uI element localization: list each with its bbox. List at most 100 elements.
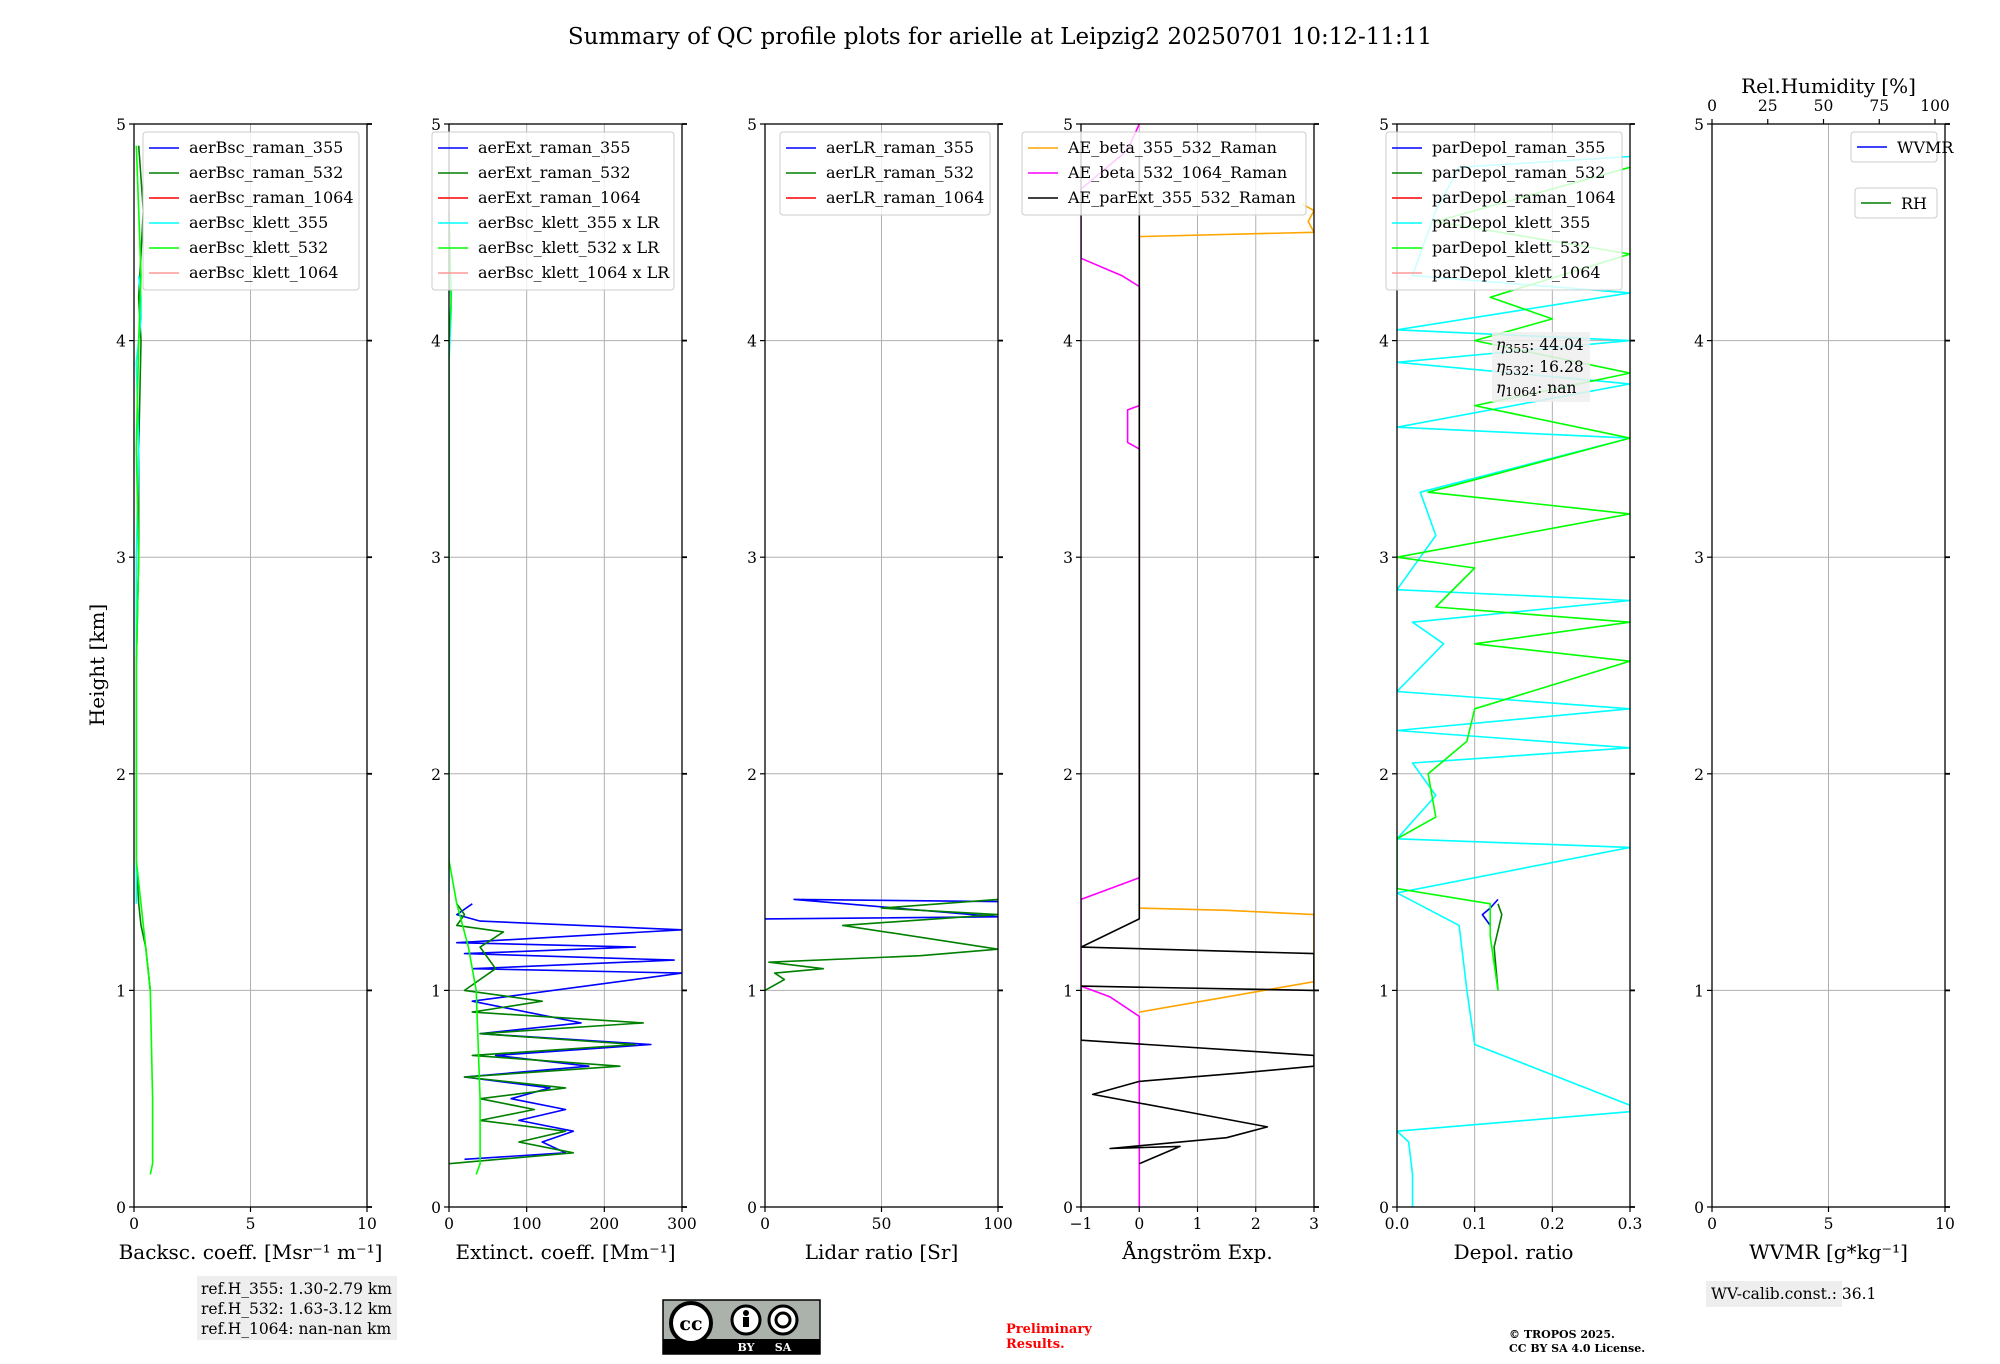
legend-entry: aerBsc_raman_532 bbox=[189, 163, 343, 182]
y-tick-label: 5 bbox=[431, 116, 441, 134]
y-tick-label: 4 bbox=[747, 333, 757, 351]
copyright-note: © TROPOS 2025. CC BY SA 4.0 License. bbox=[1509, 1328, 1645, 1355]
x-tick-label: 10 bbox=[1935, 1215, 1955, 1233]
series-group bbox=[135, 145, 154, 1175]
series-line-aerBsc_klett_532 bbox=[135, 145, 154, 1175]
series-line-aerLR_raman_532 bbox=[765, 898, 998, 992]
legend-entry: aerExt_raman_1064 bbox=[478, 188, 641, 207]
y-tick-label: 2 bbox=[1379, 766, 1389, 784]
legend: AE_beta_355_532_Raman AE_beta_532_1064_Ra… bbox=[1021, 131, 1307, 216]
legend-box bbox=[431, 131, 675, 291]
legend-box bbox=[779, 131, 991, 216]
series-group bbox=[765, 898, 998, 992]
legend-entry: parDepol_klett_1064 bbox=[1432, 263, 1601, 282]
cc-by-label: BY bbox=[738, 1341, 755, 1354]
eta-1064: η1064: nan bbox=[1496, 379, 1576, 399]
legend-entry: parDepol_klett_532 bbox=[1432, 238, 1590, 257]
series-line-AE_beta_532_1064_Raman bbox=[1081, 124, 1141, 1207]
legend-entry: aerBsc_klett_355 bbox=[189, 213, 328, 232]
top-axis-label: Rel.Humidity [%] bbox=[1741, 74, 1916, 98]
legend-entry: aerBsc_klett_532 x LR bbox=[478, 238, 660, 257]
legend-box bbox=[1021, 131, 1307, 216]
x-tick-label: 0 bbox=[129, 1215, 139, 1233]
eta-532: η532: 16.28 bbox=[1496, 358, 1584, 378]
legend-box bbox=[142, 131, 360, 291]
top-tick-label: 0 bbox=[1707, 97, 1717, 115]
panel-1: 0 5 10 0 1 2 3 4 5 Backsc. coeff. [Msr⁻¹ m⁻¹] aerB… bbox=[116, 116, 382, 1264]
y-tick-label: 2 bbox=[1694, 766, 1704, 784]
series-line-AE_beta_355_532_Raman bbox=[1138, 203, 1314, 1013]
y-tick-label: 0 bbox=[1694, 1199, 1704, 1217]
y-tick-label: 1 bbox=[1063, 982, 1073, 1000]
y-tick-label: 1 bbox=[747, 982, 757, 1000]
plot-frame bbox=[1080, 123, 1315, 1208]
y-tick-label: 3 bbox=[1379, 549, 1389, 567]
y-tick-label: 4 bbox=[1063, 333, 1073, 351]
legend-entry: aerBsc_klett_355 x LR bbox=[478, 213, 660, 232]
y-tick-label: 1 bbox=[431, 982, 441, 1000]
series-line-aerLR_raman_355 bbox=[765, 898, 998, 920]
series-line-AE_parExt_355_532_Raman bbox=[1081, 156, 1314, 1165]
legend-entry: AE_beta_532_1064_Raman bbox=[1067, 163, 1287, 182]
x-tick-label: 0.0 bbox=[1385, 1215, 1410, 1233]
legend-entry: AE_beta_355_532_Raman bbox=[1067, 138, 1277, 157]
y-tick-label: 2 bbox=[116, 766, 126, 784]
plot-frame bbox=[1396, 123, 1631, 1208]
top-tick-label: 100 bbox=[1920, 97, 1950, 115]
legend: aerExt_raman_355 aerExt_raman_532 aerExt_r… bbox=[431, 131, 675, 291]
copyright-line-2: CC BY SA 4.0 License. bbox=[1509, 1342, 1645, 1355]
x-tick-label: 0 bbox=[760, 1215, 770, 1233]
legend: parDepol_raman_355 parDepol_raman_532 parD… bbox=[1385, 131, 1623, 291]
y-tick-label: 4 bbox=[1379, 333, 1389, 351]
legend: aerBsc_raman_355 aerBsc_raman_532 aerBsc_r… bbox=[142, 131, 360, 291]
preliminary-note: Preliminary Results. bbox=[1006, 1322, 1092, 1352]
refh-1064: ref.H_1064: nan-nan km bbox=[201, 1320, 392, 1338]
series-line-parDepol_klett_532 bbox=[1397, 166, 1630, 991]
y-tick-label: 3 bbox=[747, 549, 757, 567]
plot-frame bbox=[448, 123, 683, 1208]
eta-annotation: η355: 44.04 η532: 16.28 η1064: nan bbox=[1492, 332, 1590, 402]
legend-entry: aerLR_raman_355 bbox=[826, 138, 974, 157]
y-tick-label: 1 bbox=[1379, 982, 1389, 1000]
legend-entry: aerBsc_raman_1064 bbox=[189, 188, 354, 207]
x-tick-label: 0 bbox=[1134, 1215, 1144, 1233]
preliminary-line-1: Preliminary bbox=[1006, 1322, 1092, 1337]
y-tick-label: 5 bbox=[1063, 116, 1073, 134]
legend-entry: parDepol_raman_1064 bbox=[1432, 188, 1616, 207]
legend-entry: aerLR_raman_532 bbox=[826, 163, 974, 182]
legend-entry: aerBsc_klett_532 bbox=[189, 238, 328, 257]
y-tick-label: 3 bbox=[1694, 549, 1704, 567]
panel-5: 0.0 0.1 0.2 0.3 0 1 2 3 4 5 Depol. ratio parDepol_r… bbox=[1379, 116, 1642, 1264]
y-tick-label: 4 bbox=[431, 333, 441, 351]
legend-entry: AE_parExt_355_532_Raman bbox=[1067, 188, 1296, 207]
legend: WVMR RH bbox=[1850, 131, 1954, 219]
legend-entry: aerExt_raman_532 bbox=[478, 163, 631, 182]
series-line-parDepol_raman_532 bbox=[1493, 903, 1503, 991]
y-tick-label: 5 bbox=[1379, 116, 1389, 134]
y-tick-label: 0 bbox=[1379, 1199, 1389, 1217]
x-tick-label: 300 bbox=[667, 1215, 697, 1233]
x-tick-label: 0.3 bbox=[1618, 1215, 1643, 1233]
series-group bbox=[1081, 124, 1314, 1207]
x-axis-label: Depol. ratio bbox=[1454, 1240, 1574, 1264]
top-tick-label: 25 bbox=[1758, 97, 1778, 115]
x-axis-label: Ångström Exp. bbox=[1121, 1239, 1272, 1264]
y-tick-label: 0 bbox=[116, 1199, 126, 1217]
x-tick-label: 2 bbox=[1251, 1215, 1261, 1233]
x-tick-label: 0 bbox=[1707, 1215, 1717, 1233]
y-tick-label: 4 bbox=[116, 333, 126, 351]
x-tick-label: 0 bbox=[444, 1215, 454, 1233]
refh-annotation: ref.H_355: 1.30-2.79 km ref.H_532: 1.63-… bbox=[197, 1276, 397, 1340]
x-tick-label: 100 bbox=[512, 1215, 542, 1233]
x-tick-label: 0.1 bbox=[1462, 1215, 1487, 1233]
legend-entry: parDepol_klett_355 bbox=[1432, 213, 1590, 232]
y-tick-label: 2 bbox=[1063, 766, 1073, 784]
y-tick-label: 0 bbox=[1063, 1199, 1073, 1217]
y-tick-label: 2 bbox=[747, 766, 757, 784]
legend-box bbox=[1385, 131, 1623, 291]
x-axis-label: Extinct. coeff. [Mm⁻¹] bbox=[455, 1240, 675, 1264]
refh-355: ref.H_355: 1.30-2.79 km bbox=[201, 1280, 392, 1298]
